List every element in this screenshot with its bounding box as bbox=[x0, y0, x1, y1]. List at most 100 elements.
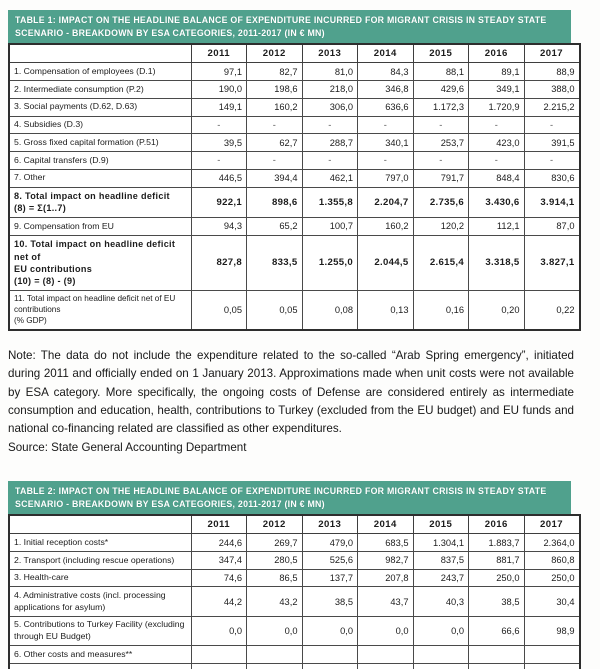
section-spacer bbox=[8, 457, 579, 481]
value-cell: 30,4 bbox=[523, 586, 580, 617]
value-cell bbox=[190, 645, 247, 665]
year-header-cell: 2014 bbox=[357, 43, 414, 64]
table-row: 4. Subsidies (D.3) - - - - - - - bbox=[8, 115, 580, 135]
table-row: 2. Intermediate consumption (P.2) 190,0 19… bbox=[8, 80, 580, 99]
value-cell: - bbox=[357, 151, 414, 170]
value-cell: 89,1 bbox=[468, 62, 525, 82]
value-cell: 347,4 bbox=[190, 551, 247, 570]
value-cell: 0,13 bbox=[357, 289, 414, 331]
value-cell: 38,5 bbox=[301, 586, 358, 617]
table-row: 8. Total impact on headline deficit (8) … bbox=[8, 186, 580, 219]
table-row: 1. Initial reception costs* 244,6 269,7 479… bbox=[8, 533, 580, 553]
table-row: 9. Compensation from EU 94,3 65,2 100,7 160,… bbox=[8, 217, 580, 236]
value-cell: 94,3 bbox=[190, 217, 247, 236]
value-cell: 2.364,0 bbox=[523, 533, 580, 553]
value-cell bbox=[301, 645, 358, 665]
value-cell: 0,08 bbox=[301, 289, 358, 331]
table-row: 10. Total impact on headline deficit net… bbox=[8, 234, 580, 291]
row-label: 10. Total impact on headline deficit net… bbox=[8, 234, 192, 291]
value-cell: 86,5 bbox=[246, 568, 303, 588]
value-cell: 394,4 bbox=[246, 168, 303, 188]
value-cell: 0,22 bbox=[523, 289, 580, 331]
value-cell: 62,7 bbox=[246, 133, 303, 153]
year-header-cell: 2011 bbox=[190, 43, 247, 64]
value-cell: 3.827,1 bbox=[523, 234, 580, 291]
value-cell: 100,7 bbox=[301, 217, 358, 236]
value-cell: 160,2 bbox=[357, 217, 414, 236]
value-cell: 0,05 bbox=[246, 289, 303, 331]
value-cell: 40,3 bbox=[412, 586, 469, 617]
value-cell: 218,7 bbox=[246, 663, 303, 669]
row-label: 3. Social payments (D.62, D.63) bbox=[8, 97, 192, 117]
value-cell: 310,0 bbox=[412, 663, 469, 669]
value-cell: - bbox=[246, 115, 303, 135]
row-label: education bbox=[8, 663, 192, 669]
value-cell: 287,1 bbox=[357, 663, 414, 669]
value-cell bbox=[412, 645, 469, 665]
value-cell: 429,6 bbox=[412, 80, 469, 99]
value-cell: 82,7 bbox=[246, 62, 303, 82]
table2-section: TABLE 2: IMPACT ON THE HEADLINE BALANCE … bbox=[8, 480, 581, 669]
value-cell: 837,5 bbox=[412, 551, 469, 570]
value-cell: 791,7 bbox=[412, 168, 469, 188]
value-cell: 833,5 bbox=[246, 234, 303, 291]
value-cell: 462,1 bbox=[301, 168, 358, 188]
row-label: 3. Health-care bbox=[8, 568, 192, 588]
table-row: 4. Administrative costs (incl. processin… bbox=[8, 586, 580, 617]
value-cell: 218,0 bbox=[301, 80, 358, 99]
year-header-cell: 2014 bbox=[357, 514, 414, 535]
value-cell: 1.720,9 bbox=[468, 97, 525, 117]
year-header-cell: 2017 bbox=[523, 43, 580, 64]
value-cell bbox=[246, 645, 303, 665]
value-cell: 269,7 bbox=[246, 533, 303, 553]
table-row: 3. Social payments (D.62, D.63) 149,1 160,… bbox=[8, 97, 580, 117]
corner-cell bbox=[8, 514, 192, 535]
table1-section: TABLE 1: IMPACT ON THE HEADLINE BALANCE … bbox=[8, 10, 581, 457]
value-cell: 87,0 bbox=[523, 217, 580, 236]
value-cell: 190,0 bbox=[190, 80, 247, 99]
value-cell: 1.883,7 bbox=[468, 533, 525, 553]
table-row: 6. Capital transfers (D.9) - - - - - - - bbox=[8, 151, 580, 170]
value-cell: - bbox=[468, 115, 525, 135]
value-cell: 174,9 bbox=[301, 663, 358, 669]
value-cell: - bbox=[523, 115, 580, 135]
value-cell: 898,6 bbox=[246, 186, 303, 219]
year-header-cell: 2013 bbox=[301, 514, 358, 535]
year-header-cell: 2012 bbox=[246, 43, 303, 64]
value-cell: 0,0 bbox=[301, 615, 358, 647]
value-cell: 2.615,4 bbox=[412, 234, 469, 291]
row-label: 4. Subsidies (D.3) bbox=[8, 115, 192, 135]
year-header-cell: 2012 bbox=[246, 514, 303, 535]
year-header-cell: 2013 bbox=[301, 43, 358, 64]
value-cell: 2.044,5 bbox=[357, 234, 414, 291]
value-cell: 2.204,7 bbox=[357, 186, 414, 219]
row-label: 6. Capital transfers (D.9) bbox=[8, 151, 192, 170]
corner-cell bbox=[8, 43, 192, 64]
value-cell: - bbox=[468, 151, 525, 170]
row-label: 1. Compensation of employees (D.1) bbox=[8, 62, 192, 82]
value-cell: 43,7 bbox=[357, 586, 414, 617]
row-label: 2. Intermediate consumption (P.2) bbox=[8, 80, 192, 99]
value-cell: 120,2 bbox=[412, 217, 469, 236]
value-cell: 288,7 bbox=[301, 133, 358, 153]
table-row: 6. Other costs and measures** bbox=[8, 645, 580, 665]
value-cell: 0,0 bbox=[246, 615, 303, 647]
value-cell: - bbox=[190, 151, 247, 170]
row-label: 2. Transport (including rescue operation… bbox=[8, 551, 192, 570]
value-cell: 797,0 bbox=[357, 168, 414, 188]
value-cell: 0,05 bbox=[190, 289, 247, 331]
year-header-cell: 2015 bbox=[412, 43, 469, 64]
row-label: 8. Total impact on headline deficit (8) … bbox=[8, 186, 192, 219]
value-cell: 97,1 bbox=[190, 62, 247, 82]
value-cell: 1.304,1 bbox=[412, 533, 469, 553]
value-cell: 1.172,3 bbox=[412, 97, 469, 117]
table-row: 5. Contributions to Turkey Facility (exc… bbox=[8, 615, 580, 647]
value-cell: 280,5 bbox=[246, 551, 303, 570]
value-cell: 84,3 bbox=[357, 62, 414, 82]
table-row: 11. Total impact on headline deficit net… bbox=[8, 289, 580, 331]
value-cell: 830,6 bbox=[523, 168, 580, 188]
row-label: 5. Contributions to Turkey Facility (exc… bbox=[8, 615, 192, 647]
value-cell: 88,1 bbox=[412, 62, 469, 82]
value-cell: 525,6 bbox=[301, 551, 358, 570]
row-label: 4. Administrative costs (incl. processin… bbox=[8, 586, 192, 617]
